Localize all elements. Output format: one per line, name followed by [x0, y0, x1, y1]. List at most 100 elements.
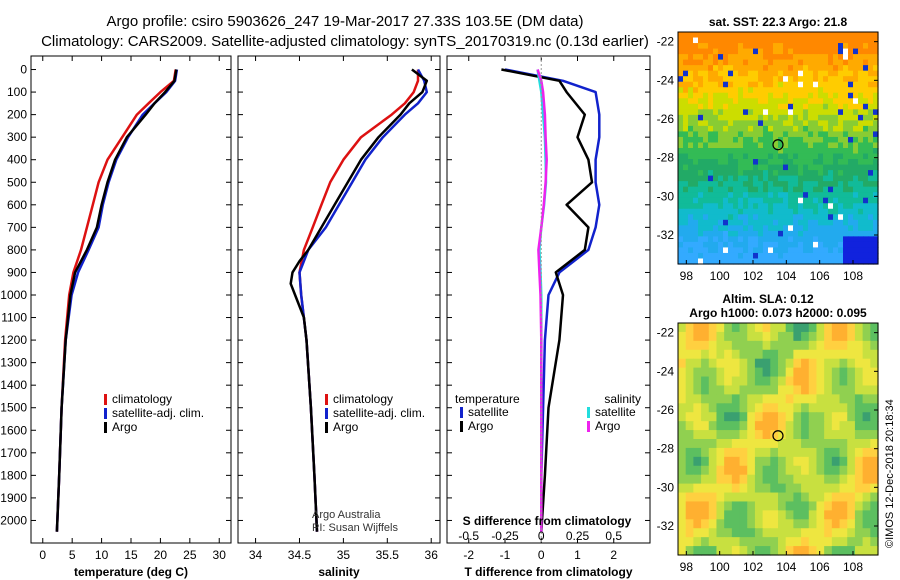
map-cell: [701, 421, 710, 431]
map-cell: [803, 120, 809, 127]
map-cell: [743, 192, 749, 199]
map-cell: [678, 474, 687, 485]
map-cell: [858, 81, 864, 88]
map-cell: [833, 48, 839, 55]
map-cell: [685, 331, 694, 342]
map-cell: [753, 230, 759, 237]
map-cell: [818, 170, 824, 177]
map-cell: [813, 170, 819, 177]
map-cell: [798, 131, 804, 138]
map-cell: [762, 537, 771, 547]
map-cell: [698, 87, 704, 94]
map-cell: [803, 103, 809, 110]
map-x-tick-label: 98: [680, 269, 694, 283]
legend-title-salinity: salinity: [604, 392, 641, 406]
map-cell: [703, 148, 709, 155]
map-cell: [793, 214, 799, 221]
map-cell: [823, 197, 829, 204]
map-cell: [739, 519, 748, 529]
map-cell: [854, 474, 864, 485]
map-cell: [743, 70, 749, 77]
map-cell: [848, 236, 854, 243]
map-cell: [773, 98, 779, 105]
map-cell: [747, 465, 756, 476]
map-cell: [813, 252, 819, 260]
map-cell: [733, 219, 739, 226]
map-cell: [862, 483, 871, 494]
map-cell: [853, 170, 859, 177]
map-cell: [738, 92, 744, 99]
map-cell: [801, 430, 810, 440]
map-cell: [873, 159, 879, 166]
map-cell: [823, 48, 829, 55]
map-cell: [803, 203, 809, 210]
plot-frame: [237, 55, 441, 544]
legend-label: satellite-adj. clim.: [112, 406, 204, 420]
map-cell: [743, 109, 749, 116]
map-cell: [778, 412, 787, 422]
map-cell: [783, 164, 789, 171]
map-cell: [831, 492, 841, 503]
map-cell: [743, 197, 749, 204]
map-cell: [862, 323, 871, 333]
map-cell: [785, 447, 794, 458]
map-cell: [678, 510, 687, 520]
map-cell: [703, 153, 709, 160]
legend-swatch: [104, 394, 107, 405]
map-cell: [808, 403, 818, 413]
map-cell: [708, 537, 718, 547]
map-cell: [688, 252, 694, 260]
map-cell: [803, 43, 809, 50]
map-cell: [803, 186, 809, 193]
map-cell: [693, 131, 699, 138]
map-cell: [678, 54, 684, 61]
map-cell: [739, 439, 748, 449]
map-cell: [785, 367, 794, 378]
map-cell: [848, 186, 854, 193]
map-cell: [798, 120, 804, 127]
map-cell: [868, 120, 874, 127]
map-cell: [778, 65, 784, 72]
map-cell: [763, 142, 769, 149]
map-cell: [703, 159, 709, 166]
map-cell: [858, 114, 864, 121]
series-line-satellite: [504, 68, 601, 532]
map-cell: [823, 136, 829, 144]
map-cell: [733, 153, 739, 160]
map-cell: [724, 501, 733, 511]
map-cell: [768, 103, 774, 110]
map-cell: [824, 323, 833, 333]
map-cell: [688, 125, 694, 133]
map-cell: [708, 349, 718, 360]
map-cell: [838, 230, 844, 237]
map-cell: [843, 103, 849, 110]
map-cell: [718, 32, 724, 39]
map-cell: [731, 519, 741, 529]
x-tick-label: 36: [425, 548, 439, 562]
map-cell: [733, 136, 739, 144]
map-cell: [823, 252, 829, 260]
map-cell: [808, 528, 818, 538]
map-cell: [828, 208, 834, 215]
map-cell: [693, 219, 699, 226]
map-cell: [824, 349, 833, 360]
map-cell: [733, 159, 739, 166]
map-cell: [847, 412, 856, 422]
map-cell: [853, 136, 859, 144]
map-cell: [738, 70, 744, 77]
map-cell: [785, 385, 794, 395]
map-cell: [758, 65, 764, 72]
map-cell: [703, 186, 709, 193]
map-cell: [678, 131, 684, 138]
map-cell: [863, 131, 869, 138]
map-cell: [853, 203, 859, 210]
map-cell: [713, 37, 719, 44]
map-cell: [801, 465, 810, 476]
map-cell: [868, 181, 874, 188]
map-cell: [808, 175, 814, 182]
map-cell: [798, 114, 804, 121]
map-cell: [793, 394, 802, 404]
map-cell: [762, 465, 771, 476]
map-cell: [701, 456, 710, 467]
map-cell: [678, 32, 684, 39]
